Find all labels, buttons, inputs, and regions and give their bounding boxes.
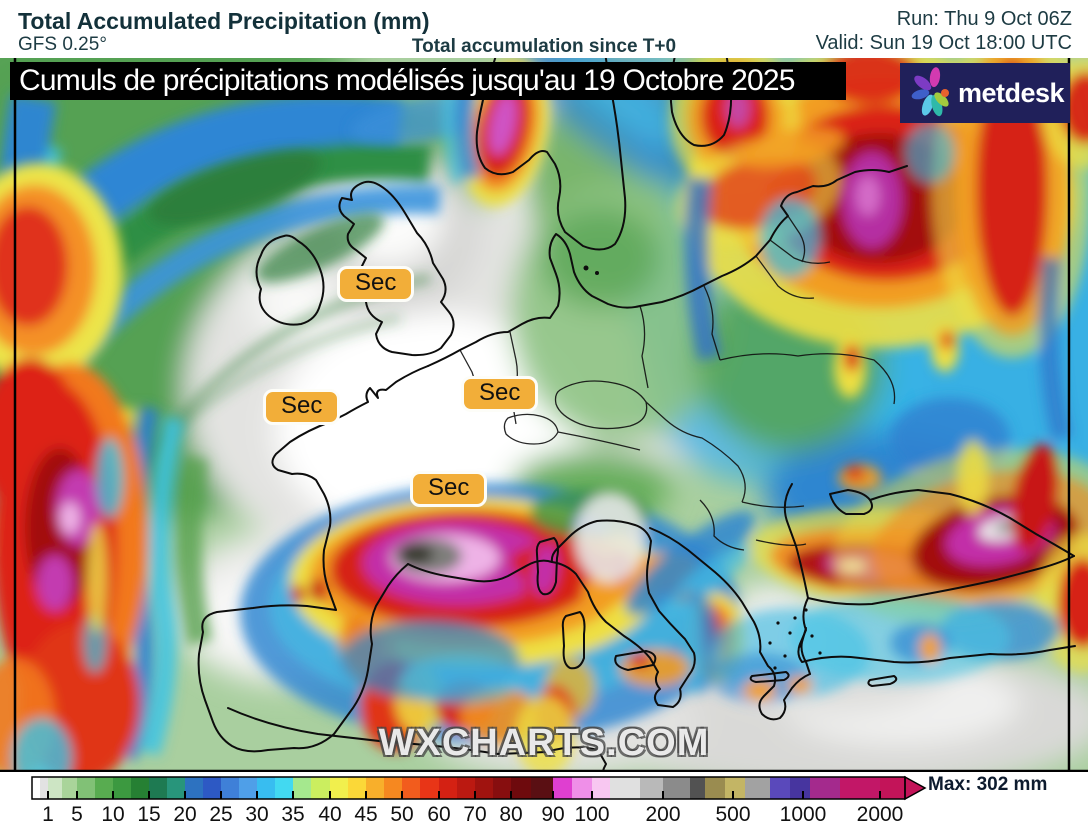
map-canvas — [0, 0, 1088, 816]
svg-text:200: 200 — [645, 803, 680, 826]
banner-text: Cumuls de précipitations modélisés jusqu… — [19, 64, 795, 97]
svg-text:15: 15 — [137, 803, 160, 826]
svg-text:5: 5 — [71, 803, 83, 826]
colorbar-scale: 1 5 10 15 20 25 30 35 40 45 50 60 70 80 90 100 200 500 100… — [31, 775, 927, 826]
model-label: GFS 0.25° — [18, 34, 107, 55]
dry-label-central-france: Sec — [410, 471, 488, 507]
svg-text:90: 90 — [541, 803, 564, 826]
map-title-banner: Cumuls de précipitations modélisés jusqu… — [10, 62, 846, 100]
svg-text:25: 25 — [209, 803, 232, 826]
wxcharts-watermark: WXCHARTS.COM — [378, 722, 710, 764]
svg-text:30: 30 — [245, 803, 268, 826]
svg-text:45: 45 — [354, 803, 377, 826]
svg-text:40: 40 — [318, 803, 341, 826]
svg-text:100: 100 — [574, 803, 609, 826]
svg-text:35: 35 — [281, 803, 304, 826]
accumulation-subtitle: Total accumulation since T+0 — [411, 36, 677, 57]
svg-text:1000: 1000 — [780, 803, 827, 826]
max-value-label: Max: 302 mm — [928, 774, 1048, 795]
metdesk-wordmark: metdesk — [958, 77, 1065, 108]
metdesk-flower-icon — [911, 67, 949, 117]
svg-text:1: 1 — [42, 803, 54, 826]
svg-text:2000: 2000 — [857, 803, 904, 826]
valid-time-label: Valid: Sun 19 Oct 18:00 UTC — [815, 32, 1072, 54]
svg-text:50: 50 — [390, 803, 413, 826]
svg-text:70: 70 — [463, 803, 486, 826]
run-time-label: Run: Thu 9 Oct 06Z — [896, 8, 1072, 30]
svg-text:10: 10 — [101, 803, 124, 826]
dry-label-brittany: Sec — [263, 389, 341, 425]
dry-label-uk: Sec — [337, 266, 415, 302]
precipitation-map — [0, 0, 1088, 816]
metdesk-logo: metdesk — [900, 63, 1070, 123]
page-title: Total Accumulated Precipitation (mm) — [18, 8, 430, 34]
svg-text:60: 60 — [427, 803, 450, 826]
dry-label-north-france: Sec — [461, 376, 539, 412]
svg-text:500: 500 — [715, 803, 750, 826]
precipitation-colorbar: 1 5 10 15 20 25 30 35 40 45 50 60 70 80 90 100 200 500 100… — [0, 772, 1088, 835]
svg-text:20: 20 — [173, 803, 196, 826]
svg-text:80: 80 — [499, 803, 522, 826]
header: Total Accumulated Precipitation (mm) GFS… — [0, 0, 1088, 58]
